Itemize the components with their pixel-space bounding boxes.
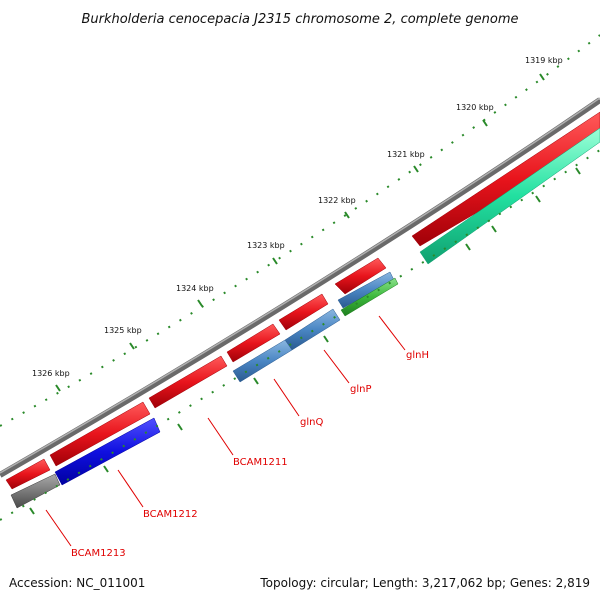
chromosome-backbone xyxy=(0,97,600,478)
gene-arrow xyxy=(148,355,228,409)
inner-tick-track xyxy=(0,149,600,521)
tick-label: 1322 kbp xyxy=(318,196,356,205)
gene-label-BCAM1213: BCAM1213 xyxy=(71,548,126,559)
tick-label: 1326 kbp xyxy=(32,369,70,378)
genome-summary-text: Topology: circular; Length: 3,217,062 bp… xyxy=(259,576,590,590)
gene-arrow xyxy=(232,339,293,383)
tick-label: 1325 kbp xyxy=(104,326,142,335)
map-title: Burkholderia cenocepacia J2315 chromosom… xyxy=(81,12,518,27)
tick-label: 1320 kbp xyxy=(456,103,494,112)
gene-arrow xyxy=(278,293,329,331)
gene-label-BCAM1211: BCAM1211 xyxy=(233,457,288,468)
reverse-strand-genes xyxy=(5,111,600,490)
gene-arrow xyxy=(411,111,600,247)
tick-label: 1321 kbp xyxy=(387,150,425,159)
accession-text: Accession: NC_011001 xyxy=(9,576,145,590)
gene-arrow xyxy=(340,277,399,317)
forward-strand-genes xyxy=(10,127,600,509)
gene-label-glnQ: glnQ xyxy=(300,417,323,428)
tick-label: 1323 kbp xyxy=(247,241,285,250)
gene-labels: glnH glnP glnQ BCAM1211 BCAM1212 BCAM121… xyxy=(71,350,429,559)
gene-arrow xyxy=(5,458,51,490)
tick-label: 1324 kbp xyxy=(176,284,214,293)
tick-label: 1319 kbp xyxy=(525,56,563,65)
gene-label-BCAM1212: BCAM1212 xyxy=(143,509,198,520)
gene-arrow xyxy=(337,271,395,309)
gene-arrow xyxy=(49,401,151,467)
outer-tick-track xyxy=(0,34,600,427)
gene-label-glnP: glnP xyxy=(350,384,372,395)
kbp-labels: 1319 kbp 1320 kbp 1321 kbp 1322 kbp 1323… xyxy=(32,56,563,378)
gene-arrow xyxy=(334,257,387,295)
gene-arrow xyxy=(10,473,61,509)
label-leaders xyxy=(45,315,406,547)
gene-arrow xyxy=(419,127,600,265)
gene-label-glnH: glnH xyxy=(406,350,429,361)
gene-arrow xyxy=(54,417,161,486)
gene-arrow xyxy=(226,323,281,363)
